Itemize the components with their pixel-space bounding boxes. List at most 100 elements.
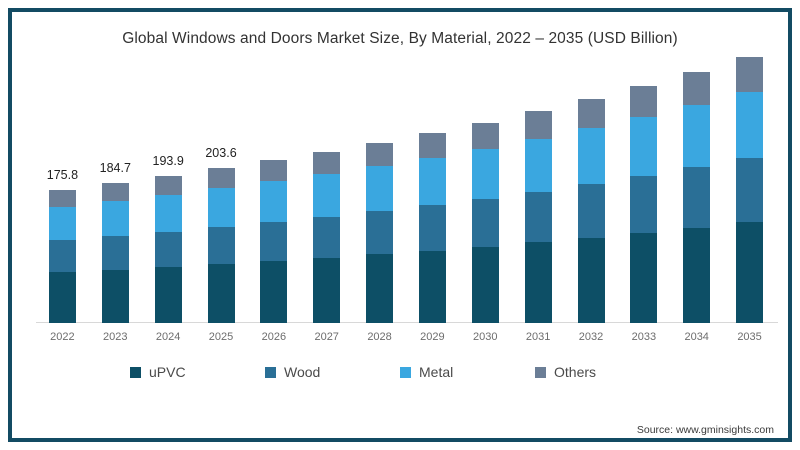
bar-segment-upvc[interactable] [366,254,394,323]
bar-segment-others[interactable] [207,168,235,189]
bar-column[interactable] [577,99,605,323]
bar-segment-wood[interactable] [577,184,605,238]
bar-segment-others[interactable] [366,142,394,167]
bar-segment-wood[interactable] [418,205,446,251]
bar-segment-upvc[interactable] [524,242,552,323]
bar-segment-others[interactable] [48,189,76,207]
chart-title: Global Windows and Doors Market Size, By… [122,30,678,47]
stacked-bar [260,160,288,323]
bar-segment-upvc[interactable] [418,250,446,323]
stacked-bar [577,99,605,323]
bar-segment-others[interactable] [154,175,182,195]
bar-segment-upvc[interactable] [154,267,182,323]
x-tick-2029: 2029 [420,331,445,343]
bar-column[interactable] [471,122,499,323]
stacked-bar [313,152,341,323]
bar-segment-others[interactable] [577,99,605,129]
bar-segment-wood[interactable] [630,176,658,233]
bar-segment-wood[interactable] [366,211,394,255]
bar-segment-others[interactable] [683,72,711,105]
bar-segment-metal[interactable] [366,166,394,212]
bar-segment-others[interactable] [736,57,764,92]
bar-column[interactable] [630,86,658,323]
bar-segment-others[interactable] [260,160,288,182]
bar-segment-metal[interactable] [313,174,341,217]
legend-item-upvc[interactable]: uPVC [130,364,265,380]
bar-segment-wood[interactable] [736,158,764,222]
bar-column[interactable] [48,189,76,323]
bar-segment-wood[interactable] [48,240,76,273]
bar-segment-metal[interactable] [524,138,552,192]
legend-item-others[interactable]: Others [535,364,670,380]
bar-column[interactable] [736,57,764,323]
bar-segment-others[interactable] [630,86,658,117]
legend-item-metal[interactable]: Metal [400,364,535,380]
bar-segment-upvc[interactable] [630,232,658,323]
frame-border-right [788,8,792,442]
bar-segment-upvc[interactable] [101,269,129,323]
stacked-bar [736,57,764,323]
bar-segment-upvc[interactable] [48,272,76,323]
bar-column[interactable] [683,72,711,323]
bar-column[interactable] [418,133,446,323]
bar-segment-others[interactable] [471,122,499,149]
bar-segment-metal[interactable] [683,104,711,168]
bar-segment-wood[interactable] [260,222,288,262]
bar-column[interactable] [101,182,129,323]
bar-segment-metal[interactable] [630,116,658,177]
x-tick-2024: 2024 [155,331,181,343]
bar-segment-metal[interactable] [154,194,182,232]
bar-column[interactable] [260,160,288,323]
bar-segment-upvc[interactable] [313,258,341,323]
bar-column[interactable] [154,175,182,323]
legend-label: Metal [419,364,454,380]
source-note: Source: www.gminsights.com [636,424,774,436]
bar-segment-others[interactable] [418,133,446,158]
bar-segment-metal[interactable] [48,206,76,241]
x-tick-2027: 2027 [314,331,339,343]
bar-segment-upvc[interactable] [260,261,288,323]
bar-segment-others[interactable] [101,182,129,201]
bar-segment-upvc[interactable] [471,246,499,323]
bar-column[interactable] [524,111,552,323]
bar-value-label: 193.9 [152,153,184,168]
bar-segment-upvc[interactable] [683,227,711,323]
bar-segment-wood[interactable] [154,231,182,268]
bar-segment-others[interactable] [313,152,341,175]
bar-segment-metal[interactable] [471,148,499,199]
bar-segment-upvc[interactable] [207,264,235,323]
bar-segment-metal[interactable] [418,157,446,206]
bar-segment-metal[interactable] [101,200,129,237]
stacked-bar [366,142,394,323]
bar-segment-wood[interactable] [683,167,711,228]
bar-segment-wood[interactable] [207,227,235,265]
bar-segment-wood[interactable] [471,198,499,247]
stacked-bar [418,133,446,323]
bar-segment-metal[interactable] [736,91,764,159]
bar-segment-wood[interactable] [313,217,341,258]
stacked-bar [630,86,658,323]
legend-label: Wood [284,364,321,380]
bar-segment-metal[interactable] [207,188,235,228]
bar-column[interactable] [313,152,341,323]
x-tick-2025: 2025 [208,331,234,343]
frame-border-left [8,8,12,442]
bar-segment-upvc[interactable] [736,221,764,323]
bar-segment-upvc[interactable] [577,237,605,323]
stacked-bar [683,72,711,323]
bar-value-label: 203.6 [205,146,237,161]
bar-segment-metal[interactable] [260,181,288,223]
bar-column[interactable] [207,168,235,323]
x-tick-2022: 2022 [50,331,75,343]
bar-segment-wood[interactable] [524,191,552,243]
bar-segment-others[interactable] [524,111,552,139]
bar-segment-wood[interactable] [101,236,129,270]
bar-column[interactable] [366,142,394,323]
legend-item-wood[interactable]: Wood [265,364,400,380]
bar-value-label: 184.7 [99,160,131,175]
x-tick-2031: 2031 [525,331,551,343]
x-tick-2034: 2034 [684,331,709,343]
x-tick-2026: 2026 [261,331,287,343]
bar-segment-metal[interactable] [577,128,605,185]
